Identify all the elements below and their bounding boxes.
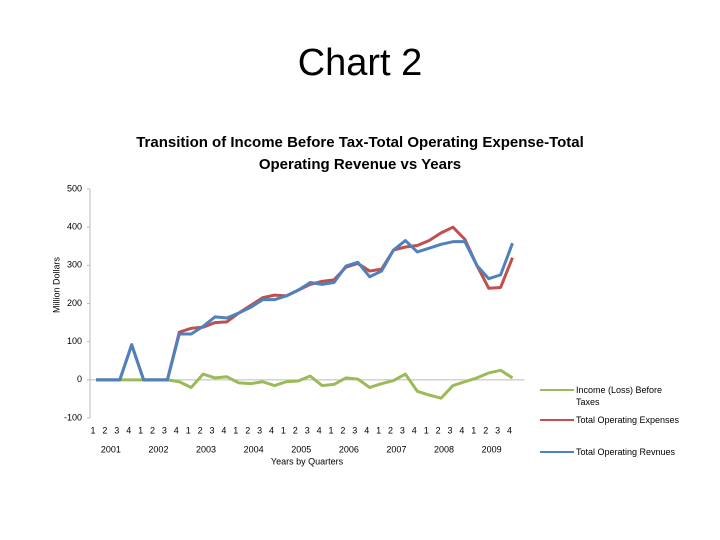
x-tick-label: 3 [495, 425, 500, 435]
x-tick-label: 3 [305, 425, 310, 435]
x-tick-label: 3 [400, 425, 405, 435]
x-tick-label: 2 [102, 425, 107, 435]
year-label: 2001 [101, 444, 121, 454]
chart-title: Transition of Income Before Tax-Total Op… [136, 134, 584, 173]
year-label: 2007 [386, 444, 406, 454]
x-tick-label: 4 [269, 425, 274, 435]
legend-swatch [540, 451, 574, 453]
series-line [96, 368, 514, 400]
x-tick-label: 2 [150, 425, 155, 435]
x-tick-label: 4 [221, 425, 226, 435]
x-tick-label: 4 [174, 425, 179, 435]
y-tick-label: 200 [67, 298, 82, 308]
x-tick-label: 1 [471, 425, 476, 435]
year-label: 2002 [148, 444, 168, 454]
y-tick-label: 100 [67, 336, 82, 346]
y-tick-label: 400 [67, 222, 82, 232]
series-line [96, 225, 514, 382]
x-axis-title: Years by Quarters [271, 456, 344, 466]
x-tick-label: 4 [364, 425, 369, 435]
y-axis-title: Million Dollars [51, 256, 61, 313]
year-label: 2005 [291, 444, 311, 454]
x-tick-label: 4 [459, 425, 464, 435]
x-tick-label: 3 [114, 425, 119, 435]
x-tick-label: 4 [317, 425, 322, 435]
year-label: 2008 [434, 444, 454, 454]
y-tick-label: 500 [67, 183, 82, 193]
x-tick-label: 3 [447, 425, 452, 435]
legend-label: Total Operating Revnues [576, 447, 676, 457]
y-tick-label: 0 [77, 374, 82, 384]
x-tick-label: 1 [90, 425, 95, 435]
legend-swatch [540, 389, 574, 391]
series-line [96, 239, 514, 382]
x-tick-label: 3 [162, 425, 167, 435]
x-tick-label: 2 [198, 425, 203, 435]
x-tick-label: 3 [352, 425, 357, 435]
x-tick-label: 2 [340, 425, 345, 435]
y-tick-label: -100 [64, 412, 82, 422]
x-tick-label: 2 [436, 425, 441, 435]
x-tick-label: 1 [281, 425, 286, 435]
x-tick-label: 1 [424, 425, 429, 435]
year-label: 2003 [196, 444, 216, 454]
slide-title: Chart 2 [297, 42, 423, 84]
y-tick-label: 300 [67, 260, 82, 270]
x-tick-label: 1 [233, 425, 238, 435]
x-tick-label: 2 [388, 425, 393, 435]
x-tick-label: 1 [376, 425, 381, 435]
year-label: 2006 [339, 444, 359, 454]
x-tick-label: 2 [245, 425, 250, 435]
x-tick-label: 1 [186, 425, 191, 435]
year-label: 2004 [244, 444, 264, 454]
x-tick-label: 2 [483, 425, 488, 435]
legend-label: Total Operating Expenses [576, 415, 680, 425]
legend-label: Income (Loss) Before Taxes [576, 385, 663, 407]
legend-swatch [540, 419, 574, 421]
x-tick-label: 1 [328, 425, 333, 435]
x-tick-label: 4 [412, 425, 417, 435]
x-tick-label: 3 [257, 425, 262, 435]
x-tick-label: 4 [126, 425, 131, 435]
x-tick-label: 3 [209, 425, 214, 435]
x-tick-label: 4 [507, 425, 512, 435]
x-tick-label: 1 [138, 425, 143, 435]
x-tick-label: 2 [293, 425, 298, 435]
year-label: 2009 [482, 444, 502, 454]
